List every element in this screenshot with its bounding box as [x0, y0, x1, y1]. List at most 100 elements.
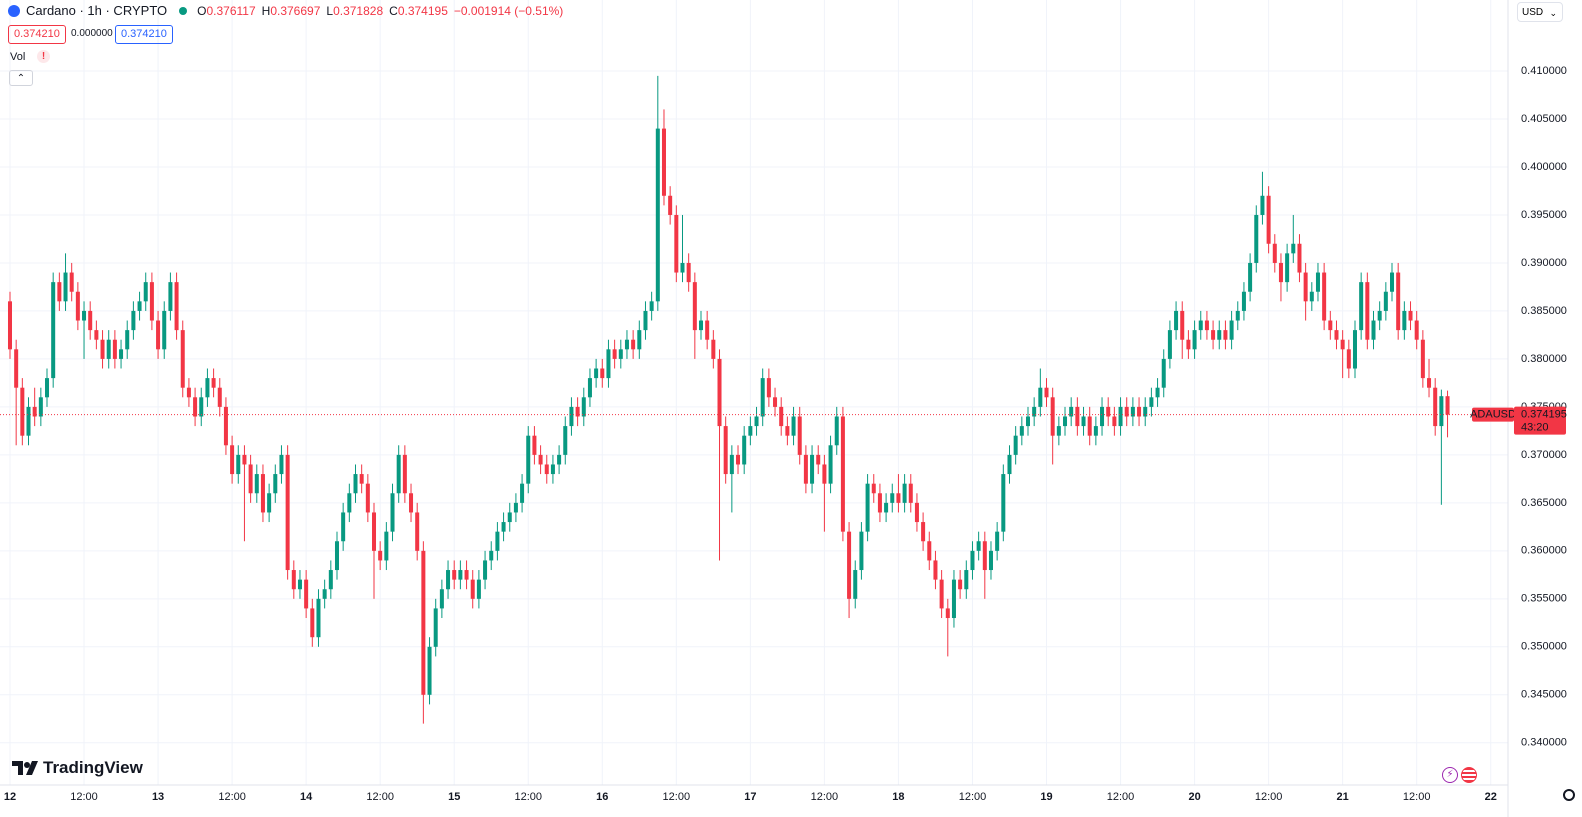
candle-body [958, 579, 963, 590]
candle-body [1217, 330, 1222, 340]
y-tick-label: 0.365000 [1521, 497, 1567, 509]
candle-body [1167, 330, 1172, 359]
candle-body [501, 522, 506, 532]
x-tick-label: 12:00 [1255, 791, 1283, 803]
candle-body [199, 397, 204, 417]
candle-body [513, 502, 518, 513]
candle-body [304, 579, 309, 609]
candle-body [1056, 426, 1061, 436]
candle-body [822, 464, 827, 484]
candle-body [1186, 339, 1191, 350]
candle-body [100, 339, 105, 359]
candle-body [446, 570, 451, 590]
candle-body [982, 541, 987, 571]
symbol[interactable]: Cardano · 1h · CRYPTO [26, 3, 168, 18]
candle-body [223, 406, 228, 446]
candle-body [1439, 396, 1444, 427]
candle-body [341, 512, 346, 542]
flash-icon[interactable]: ⚡ [1442, 767, 1458, 783]
candle-body [63, 272, 68, 302]
candle-body [1118, 406, 1123, 427]
currency-button[interactable]: USD ⌄ [1517, 2, 1563, 22]
candle-body [427, 646, 432, 695]
candle-body [884, 502, 889, 513]
candle-body [69, 272, 74, 292]
chevron: ⌄ [1549, 8, 1557, 18]
candle-body [1204, 320, 1209, 331]
candle-body [7, 301, 13, 350]
l-label: L [326, 3, 334, 18]
candle-body [624, 339, 629, 350]
candle-body [877, 493, 882, 513]
candle-body [742, 435, 747, 465]
collapse-button[interactable]: ⌃ [9, 70, 33, 86]
candle-body [1124, 406, 1129, 417]
candle-body [995, 531, 1000, 551]
candle-body [483, 560, 488, 580]
candle-body [1229, 320, 1234, 340]
y-tick-label: 0.350000 [1521, 641, 1567, 653]
candle-body [723, 426, 728, 475]
x-tick-label: 18 [892, 791, 904, 803]
candle-body [1322, 272, 1327, 321]
candle-body [1309, 291, 1314, 302]
candle-body [1211, 330, 1216, 340]
candle-body [193, 397, 198, 417]
candle-body [1396, 272, 1401, 331]
candle-body [378, 550, 383, 561]
candle-body [698, 320, 704, 331]
candle-body [75, 291, 80, 321]
candle-body [921, 522, 926, 542]
x-tick-label: 20 [1188, 791, 1200, 803]
candle-body [396, 454, 401, 494]
candle-body [372, 512, 377, 551]
candle-body [600, 368, 605, 379]
candle-body [495, 531, 500, 551]
candle-body [1285, 253, 1290, 283]
currency: USD [1522, 7, 1544, 18]
candle-body [1303, 272, 1308, 302]
candle-body [803, 454, 808, 484]
candle-body [1112, 416, 1117, 427]
candle-body [328, 570, 333, 590]
candle-body [143, 282, 148, 302]
candle-body [1050, 397, 1055, 436]
candle-body [933, 560, 938, 580]
candle-body [1377, 310, 1382, 321]
candle-body [1100, 406, 1105, 427]
candle-body [464, 570, 469, 580]
candle-body [476, 579, 481, 599]
candle-body [1266, 195, 1271, 244]
y-tick-label: 0.405000 [1521, 113, 1567, 125]
warning-icon[interactable]: ! [37, 50, 50, 63]
x-tick-label: 12:00 [70, 791, 98, 803]
candle-body [279, 454, 284, 475]
candle-body [729, 454, 734, 475]
candle-body [390, 493, 395, 532]
settings-icon[interactable] [1563, 789, 1575, 801]
x-tick-label: 12:00 [663, 791, 691, 803]
candle-body [859, 531, 864, 571]
candle-body [1420, 339, 1425, 379]
candle-body [575, 406, 580, 417]
candle-body [57, 282, 62, 302]
candle-body [242, 454, 247, 465]
candle-body [594, 368, 599, 379]
candle-body [186, 387, 191, 398]
logo[interactable]: TradingView [12, 758, 143, 778]
flag-icon[interactable] [1461, 767, 1477, 783]
candle-body [939, 579, 944, 609]
candle-body [631, 339, 636, 350]
candle-body [748, 426, 753, 436]
candle-body [1383, 291, 1388, 311]
candle-body [248, 464, 253, 494]
candle-body [88, 310, 93, 331]
candle-body [119, 349, 124, 359]
candle-body [587, 378, 592, 398]
candle-body [458, 570, 463, 580]
candle-body [810, 454, 815, 484]
candle-body [1025, 416, 1031, 427]
candle-body [871, 483, 876, 494]
